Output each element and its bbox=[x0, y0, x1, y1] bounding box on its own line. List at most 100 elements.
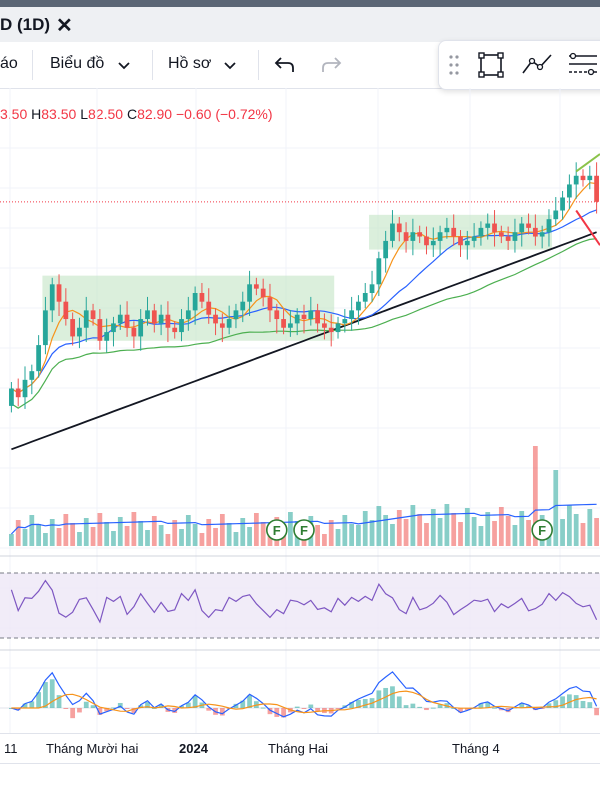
profile-menu-button[interactable]: Hồ sơ bbox=[168, 42, 240, 88]
candle-body bbox=[485, 223, 491, 228]
candle-body bbox=[226, 319, 232, 328]
candle-body bbox=[90, 310, 96, 320]
volume-bar bbox=[594, 518, 599, 546]
candle-body bbox=[9, 388, 14, 406]
macd-histogram-bar bbox=[458, 708, 463, 713]
volume-bar bbox=[90, 527, 96, 546]
volume-bar bbox=[417, 514, 423, 546]
volume-bar bbox=[36, 524, 42, 546]
macd-histogram-bar bbox=[192, 695, 198, 708]
candle-body bbox=[376, 258, 382, 285]
window-top-strip bbox=[0, 0, 600, 7]
candle-body bbox=[179, 319, 184, 333]
candle-body bbox=[560, 197, 565, 211]
candle-body bbox=[315, 310, 320, 324]
drag-handle-icon[interactable] bbox=[449, 55, 459, 75]
volume-bar bbox=[356, 525, 361, 546]
volume-bar bbox=[206, 519, 212, 546]
macd-histogram-bar bbox=[172, 708, 178, 713]
profile-menu-label: Hồ sơ bbox=[168, 55, 212, 72]
candle-body bbox=[158, 314, 164, 324]
candle-body bbox=[383, 240, 389, 259]
close-icon[interactable]: ✕ bbox=[56, 15, 73, 37]
rectangle-tool-icon[interactable] bbox=[477, 51, 505, 79]
macd-histogram-bar bbox=[97, 708, 103, 715]
macd-histogram-bar bbox=[233, 703, 239, 708]
candle-body bbox=[553, 210, 559, 220]
macd-histogram-bar bbox=[158, 704, 164, 708]
macd-histogram-bar bbox=[492, 707, 497, 709]
volume-bar bbox=[151, 516, 157, 546]
candle-body bbox=[417, 232, 423, 237]
volume-bar bbox=[192, 524, 198, 546]
candle-body bbox=[512, 232, 518, 241]
candle-body bbox=[294, 314, 300, 324]
volume-bar bbox=[437, 518, 443, 546]
macd-histogram-bar bbox=[145, 701, 150, 708]
x-tick-label: Tháng Mười hai bbox=[46, 741, 139, 756]
volume-bar bbox=[580, 523, 586, 546]
time-axis[interactable]: 11 Tháng Mười hai 2024 Tháng Hai Tháng 4 bbox=[0, 733, 600, 764]
volume-bar bbox=[471, 517, 477, 546]
volume-bar bbox=[315, 525, 320, 546]
volume-bar bbox=[240, 518, 246, 546]
volume-bar bbox=[444, 504, 450, 546]
toolbar-item-partial[interactable]: áo bbox=[0, 55, 18, 72]
volume-bar bbox=[566, 505, 572, 546]
macd-signal-line bbox=[11, 690, 597, 714]
candle-body bbox=[566, 184, 572, 198]
volume-bar bbox=[362, 511, 368, 546]
volume-bar bbox=[335, 529, 341, 546]
volume-bar bbox=[526, 520, 531, 546]
volume-bar bbox=[199, 533, 205, 546]
volume-bar bbox=[124, 526, 130, 546]
candle-body bbox=[498, 232, 504, 237]
undo-icon[interactable] bbox=[274, 56, 296, 74]
macd-histogram-bar bbox=[294, 706, 300, 708]
trend-line-icon[interactable] bbox=[521, 51, 553, 79]
macd-histogram-bar bbox=[437, 704, 443, 708]
volume-bar bbox=[117, 517, 123, 546]
candle-body bbox=[444, 227, 450, 233]
chart-menu-button[interactable]: Biểu đồ bbox=[50, 42, 136, 88]
candle-body bbox=[49, 284, 55, 311]
fib-tool-icon[interactable] bbox=[567, 51, 599, 79]
macd-histogram-bar bbox=[15, 708, 21, 711]
event-label: F bbox=[538, 523, 546, 538]
candle-body bbox=[526, 223, 531, 228]
candle-body bbox=[172, 327, 178, 333]
candle-body bbox=[546, 219, 552, 233]
candle-body bbox=[403, 232, 409, 241]
candle-body bbox=[253, 284, 259, 289]
volume-bar bbox=[97, 513, 103, 546]
candle-body bbox=[63, 301, 69, 320]
redo-icon[interactable] bbox=[320, 56, 342, 74]
macd-histogram-bar bbox=[376, 690, 382, 708]
chevron-down-icon bbox=[224, 62, 236, 70]
volume-bar bbox=[219, 514, 225, 546]
macd-histogram-bar bbox=[70, 708, 76, 719]
volume-bar bbox=[15, 520, 21, 546]
volume-bar bbox=[267, 531, 273, 546]
ma-long-line bbox=[11, 231, 597, 451]
candle-body bbox=[437, 232, 443, 241]
macd-histogram-bar bbox=[410, 703, 416, 708]
macd-histogram-bar bbox=[539, 708, 545, 709]
macd-histogram-bar bbox=[430, 707, 436, 709]
volume-bar bbox=[587, 509, 593, 546]
candle-body bbox=[15, 388, 21, 398]
macd-histogram-bar bbox=[63, 708, 69, 709]
candle-body bbox=[138, 319, 144, 337]
candle-body bbox=[247, 284, 252, 302]
candle-body bbox=[349, 310, 355, 320]
macd-histogram-bar bbox=[179, 705, 184, 708]
volume-bar bbox=[172, 520, 178, 546]
candle-body bbox=[206, 301, 212, 315]
volume-bar bbox=[213, 528, 218, 546]
macd-histogram-bar bbox=[587, 702, 593, 708]
candle-body bbox=[165, 314, 171, 328]
toolbar-divider bbox=[32, 50, 33, 80]
candle-body bbox=[328, 327, 334, 333]
macd-histogram-bar bbox=[403, 705, 409, 708]
